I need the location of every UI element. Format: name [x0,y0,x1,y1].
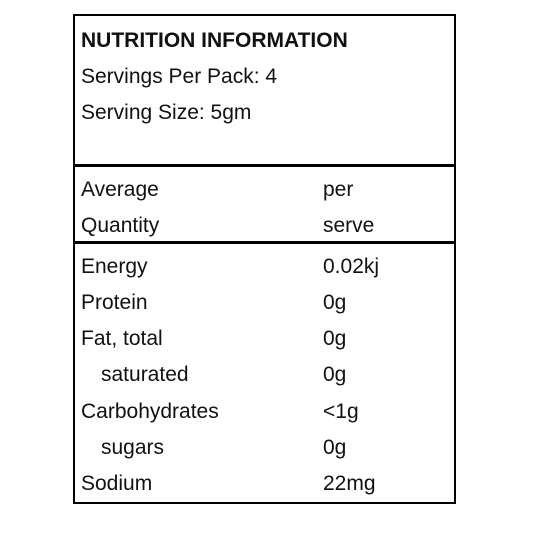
amount: 0.02kj [323,255,380,278]
amount: <1g [323,400,359,423]
head-cell: serve [323,214,375,237]
nutrient: Fat, total [81,327,163,350]
amount: 0g [323,291,347,314]
amount: 0g [323,327,347,350]
amount: 0g [323,436,347,459]
nutrient: Sodium [81,472,153,495]
nutrient: Energy [81,255,148,278]
head-cell: per [323,178,354,201]
amount: 0g [323,363,347,386]
serving-size: Serving Size: 5gm [81,101,252,124]
servings: Servings Per Pack: 4 [81,65,278,88]
head-cell: Average [81,178,159,201]
title: NUTRITION INFORMATION [81,29,348,52]
divider [75,164,454,167]
nutrient: sugars [101,436,165,459]
nutrient: Protein [81,291,148,314]
nutrient: saturated [101,363,189,386]
nutrient: Carbohydrates [81,400,219,423]
head-cell: Quantity [81,214,160,237]
divider [75,241,454,244]
nutrition-panel: NUTRITION INFORMATION Servings Per Pack:… [73,14,456,504]
amount: 22mg [323,472,376,495]
